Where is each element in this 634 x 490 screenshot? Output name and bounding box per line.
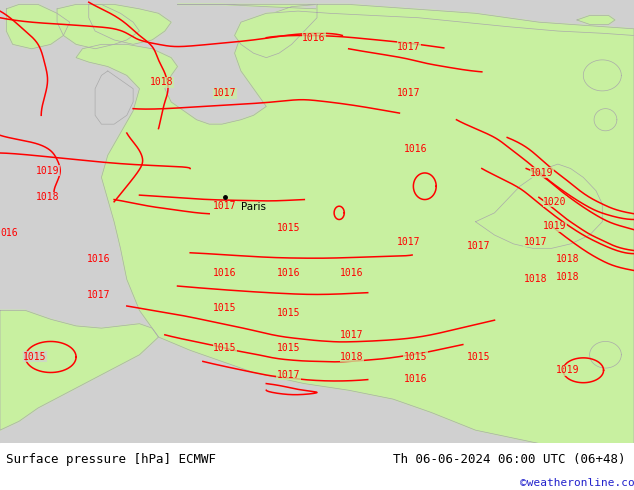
Text: 1015: 1015 xyxy=(213,303,237,313)
Text: 1015: 1015 xyxy=(23,352,47,362)
Text: 1015: 1015 xyxy=(467,352,491,362)
Text: 1017: 1017 xyxy=(397,88,421,98)
Polygon shape xyxy=(590,342,621,368)
Polygon shape xyxy=(95,71,133,124)
Text: 1018: 1018 xyxy=(36,193,60,202)
Text: 1019: 1019 xyxy=(543,221,567,231)
Polygon shape xyxy=(583,60,621,91)
Text: 1015: 1015 xyxy=(403,352,427,362)
Text: 1017: 1017 xyxy=(276,370,301,380)
Text: 1018: 1018 xyxy=(555,272,579,282)
Text: 1017: 1017 xyxy=(86,290,110,300)
Text: 1015: 1015 xyxy=(276,223,301,233)
Polygon shape xyxy=(57,4,139,49)
Text: 1016: 1016 xyxy=(340,268,364,278)
Text: 1019: 1019 xyxy=(36,166,60,176)
Text: 1019: 1019 xyxy=(530,168,554,178)
Polygon shape xyxy=(594,109,617,131)
Text: 1016: 1016 xyxy=(403,144,427,153)
Text: 1015: 1015 xyxy=(276,343,301,353)
Polygon shape xyxy=(577,16,615,24)
Text: 1017: 1017 xyxy=(467,241,491,251)
Text: 016: 016 xyxy=(1,228,18,238)
Text: Th 06-06-2024 06:00 UTC (06+48): Th 06-06-2024 06:00 UTC (06+48) xyxy=(393,453,626,466)
Text: 1015: 1015 xyxy=(213,343,237,353)
Text: 1016: 1016 xyxy=(302,33,326,43)
Polygon shape xyxy=(476,164,602,248)
Text: 1018: 1018 xyxy=(524,274,548,284)
Polygon shape xyxy=(76,4,634,443)
Text: 1017: 1017 xyxy=(340,330,364,340)
Text: 1016: 1016 xyxy=(213,268,237,278)
Polygon shape xyxy=(89,4,171,44)
Text: 1018: 1018 xyxy=(150,77,174,87)
Polygon shape xyxy=(0,311,158,430)
Polygon shape xyxy=(6,4,70,49)
Text: 1020: 1020 xyxy=(543,197,567,207)
Text: 1018: 1018 xyxy=(340,352,364,362)
Text: Surface pressure [hPa] ECMWF: Surface pressure [hPa] ECMWF xyxy=(6,453,216,466)
Text: 1016: 1016 xyxy=(276,268,301,278)
Text: 1016: 1016 xyxy=(86,254,110,265)
Text: 1017: 1017 xyxy=(213,201,237,211)
Text: ©weatheronline.co.uk: ©weatheronline.co.uk xyxy=(520,478,634,488)
Text: 1017: 1017 xyxy=(397,237,421,246)
Text: 1016: 1016 xyxy=(403,374,427,384)
Polygon shape xyxy=(235,4,634,58)
Text: Paris: Paris xyxy=(241,202,266,212)
Text: 1015: 1015 xyxy=(276,308,301,318)
Text: 1017: 1017 xyxy=(524,237,548,246)
Text: 1017: 1017 xyxy=(397,42,421,51)
Text: 1018: 1018 xyxy=(555,254,579,265)
Text: 1017: 1017 xyxy=(213,88,237,98)
Text: 1019: 1019 xyxy=(555,365,579,375)
